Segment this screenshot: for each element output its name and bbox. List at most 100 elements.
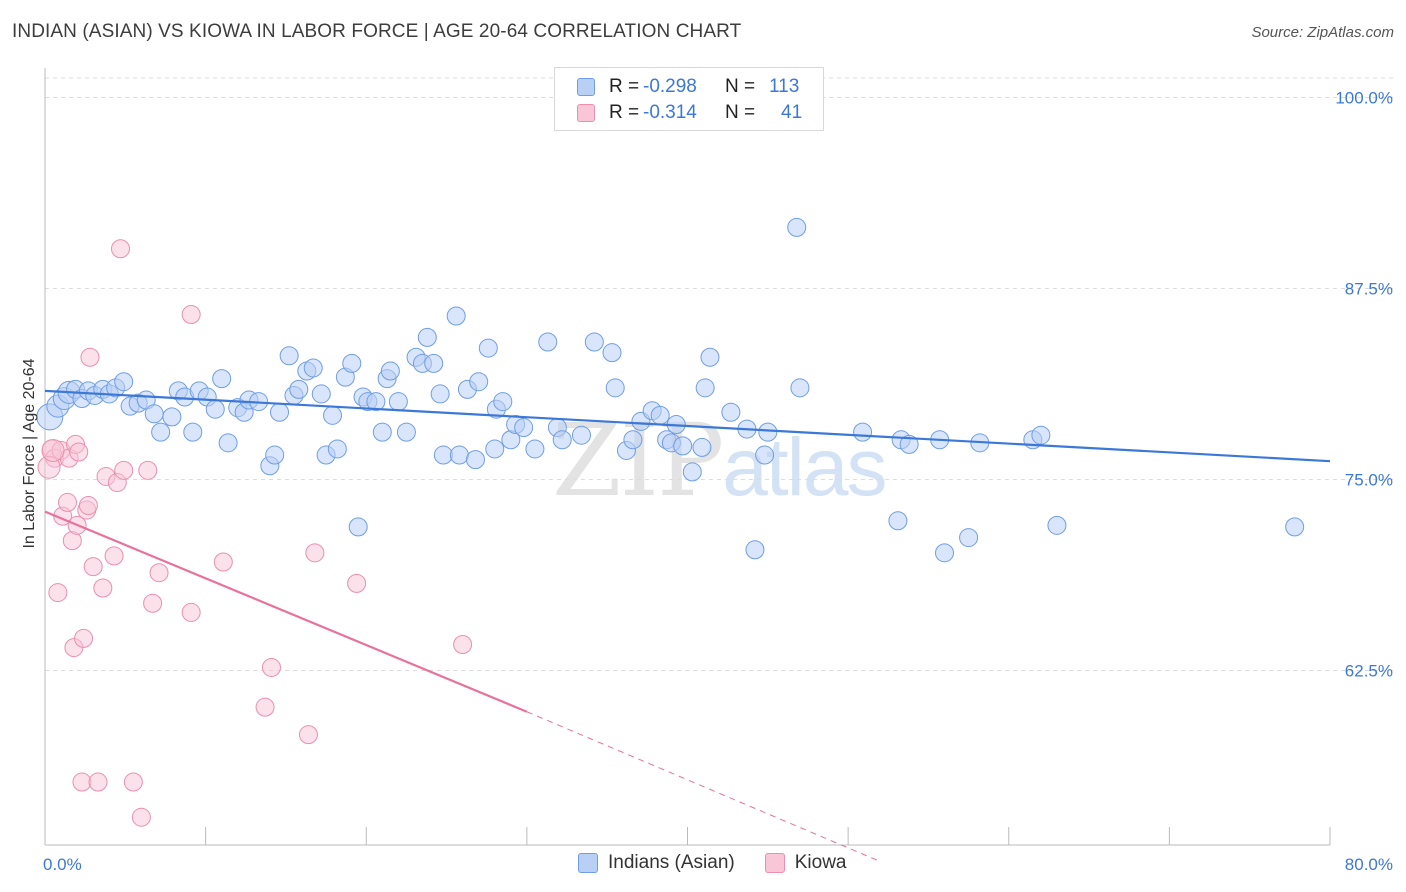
data-point-kiowa <box>149 563 169 583</box>
legend-label-kiowa: Kiowa <box>794 852 847 873</box>
data-point-indians <box>493 392 513 412</box>
data-point-indians <box>396 422 416 442</box>
data-point-indians <box>790 378 810 398</box>
data-point-indians <box>342 353 362 373</box>
data-point-indians <box>758 422 778 442</box>
legend-r-value: -0.314 <box>643 102 697 123</box>
data-point-indians <box>695 378 715 398</box>
data-point-indians <box>449 445 469 465</box>
y-axis-label: In Labor Force | Age 20-64 <box>21 358 38 548</box>
data-point-kiowa <box>83 557 103 577</box>
data-point-indians <box>888 511 908 531</box>
data-point-indians <box>433 445 453 465</box>
data-point-indians <box>602 343 622 363</box>
data-point-kiowa <box>80 347 100 367</box>
data-point-indians <box>605 378 625 398</box>
legend-swatch-pink <box>577 104 595 122</box>
series-indians-asian <box>36 217 1305 563</box>
legend-swatch-blue <box>578 853 598 873</box>
data-point-kiowa <box>123 772 143 792</box>
data-point-indians <box>348 517 368 537</box>
data-point-indians <box>485 439 505 459</box>
trend-lines <box>44 389 1331 862</box>
data-point-indians <box>430 384 450 404</box>
data-point-indians <box>787 217 807 237</box>
data-point-indians <box>721 402 741 422</box>
data-point-kiowa <box>298 725 318 745</box>
data-point-kiowa <box>143 593 163 613</box>
legend-row-indians: R = -0.298 N = 113 <box>577 75 809 99</box>
data-point-indians <box>372 422 392 442</box>
data-point-indians <box>270 402 290 422</box>
data-point-indians <box>755 445 775 465</box>
y-tick-label: 100.0% <box>1335 89 1393 108</box>
data-point-indians <box>745 540 765 560</box>
data-point-kiowa <box>69 442 89 462</box>
data-point-indians <box>446 306 466 326</box>
data-point-kiowa <box>255 697 275 717</box>
data-point-kiowa <box>138 460 158 480</box>
data-point-indians <box>279 346 299 366</box>
data-point-indians <box>552 430 572 450</box>
data-point-kiowa <box>181 304 201 324</box>
data-point-indians <box>700 347 720 367</box>
data-point-indians <box>289 379 309 399</box>
correlation-legend: R = -0.298 N = 113 R = -0.314 N = 41 <box>554 67 824 131</box>
data-point-indians <box>853 422 873 442</box>
data-point-kiowa <box>48 583 68 603</box>
legend-n-value: 113 <box>769 76 800 97</box>
data-point-indians <box>366 392 386 412</box>
data-point-kiowa <box>88 772 108 792</box>
tick-labels: 62.5% 75.0% 87.5% 100.0% 0.0% 80.0% In Labor F… <box>21 89 1393 875</box>
data-point-indians <box>417 327 437 347</box>
data-point-kiowa <box>213 552 233 572</box>
legend-row-kiowa: R = -0.314 N = 41 <box>577 101 821 125</box>
data-point-indians <box>465 450 485 470</box>
legend-n-label: N = <box>725 102 756 123</box>
legend-n-label: N = <box>725 76 756 97</box>
data-point-indians <box>692 437 712 457</box>
data-point-indians <box>935 543 954 563</box>
axes <box>44 68 1331 846</box>
data-point-kiowa <box>74 628 94 648</box>
data-point-indians <box>205 399 225 419</box>
data-point-kiowa <box>453 635 473 655</box>
trend-line-kiowa-extension <box>526 711 881 862</box>
source-label: Source: ZipAtlas.com <box>1251 24 1394 41</box>
data-point-kiowa <box>41 438 65 462</box>
data-point-kiowa <box>114 460 134 480</box>
data-point-indians <box>1285 517 1305 537</box>
grid-lines <box>45 77 1394 671</box>
legend-swatch-blue <box>577 78 595 96</box>
data-point-kiowa <box>347 573 367 593</box>
legend-item-indians: Indians (Asian) <box>578 852 735 874</box>
data-point-kiowa <box>104 546 124 566</box>
legend-item-kiowa: Kiowa <box>764 852 847 874</box>
data-point-indians <box>650 405 670 425</box>
data-point-indians <box>151 422 171 442</box>
data-point-indians <box>218 433 238 453</box>
data-point-kiowa <box>110 239 130 259</box>
data-point-indians <box>538 332 558 352</box>
data-point-indians <box>212 369 232 389</box>
x-tick-label: 0.0% <box>43 855 82 874</box>
data-point-indians <box>525 439 545 459</box>
data-point-indians <box>478 338 498 358</box>
data-point-indians <box>959 528 979 548</box>
legend-label-indians: Indians (Asian) <box>608 852 735 873</box>
data-point-indians <box>1047 515 1067 535</box>
data-point-indians <box>514 418 534 438</box>
data-point-indians <box>311 384 331 404</box>
data-point-indians <box>183 422 203 442</box>
data-point-kiowa <box>78 495 98 515</box>
data-point-indians <box>899 434 919 454</box>
series-legend: Indians (Asian) Kiowa <box>578 852 876 874</box>
data-point-kiowa <box>131 807 151 827</box>
legend-swatch-pink <box>764 853 785 873</box>
data-point-indians <box>571 425 591 445</box>
series-kiowa <box>37 239 473 827</box>
data-point-indians <box>303 358 323 378</box>
data-point-indians <box>380 361 400 381</box>
legend-n-value: 41 <box>781 102 803 123</box>
